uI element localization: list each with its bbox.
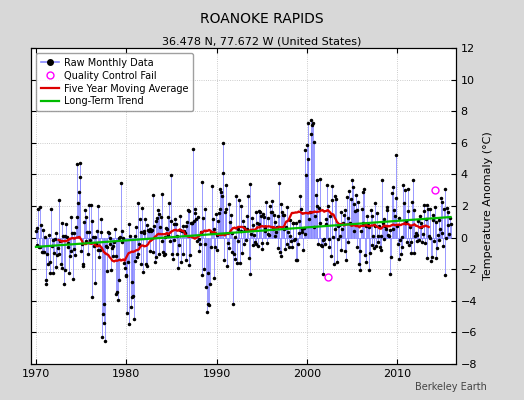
Y-axis label: Temperature Anomaly (°C): Temperature Anomaly (°C) [483,132,493,280]
Text: ROANOKE RAPIDS: ROANOKE RAPIDS [200,12,324,26]
Legend: Raw Monthly Data, Quality Control Fail, Five Year Moving Average, Long-Term Tren: Raw Monthly Data, Quality Control Fail, … [36,53,193,111]
Text: Berkeley Earth: Berkeley Earth [416,382,487,392]
Text: 36.478 N, 77.672 W (United States): 36.478 N, 77.672 W (United States) [162,36,362,46]
